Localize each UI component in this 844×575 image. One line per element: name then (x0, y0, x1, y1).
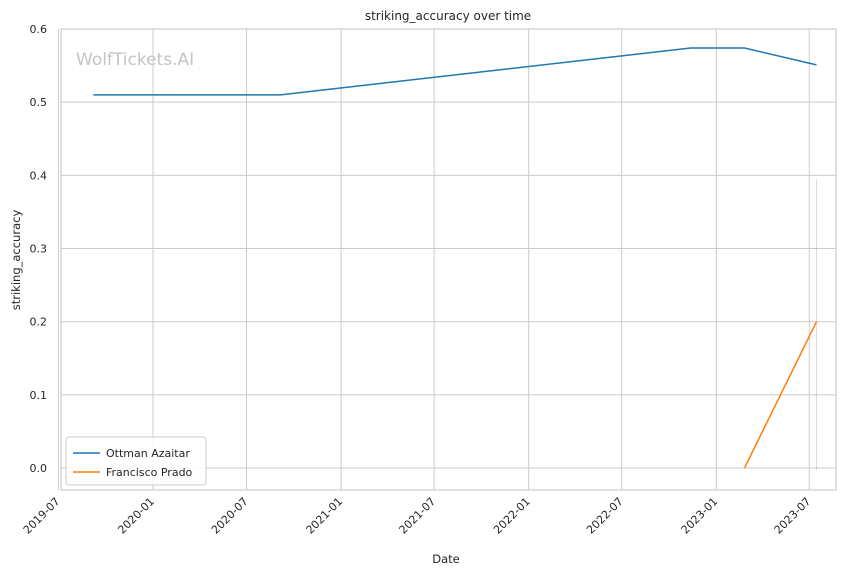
y-tick-label: 0.0 (30, 462, 48, 475)
plot-frame (60, 28, 837, 491)
legend-box (65, 436, 207, 486)
x-tick-label: 2023-07 (772, 495, 814, 537)
x-tick-label: 2020-01 (115, 495, 157, 537)
x-tick-label: 2021-01 (304, 495, 346, 537)
legend: Ottman Azaitar Francisco Prado (65, 436, 207, 486)
y-tick-label: 0.4 (30, 169, 48, 182)
legend-label-francisco-prado: Francisco Prado (106, 466, 193, 479)
x-tick-label: 2023-01 (679, 495, 721, 537)
y-axis-title: striking_accuracy (9, 210, 23, 311)
y-tick-label: 0.3 (30, 243, 48, 256)
y-axis-ticks: 0.0 0.1 0.2 0.3 0.4 0.5 0.6 (30, 23, 48, 475)
x-axis-title: Date (432, 552, 460, 566)
y-tick-label: 0.2 (30, 316, 48, 329)
legend-label-ottman-azaitar: Ottman Azaitar (106, 447, 190, 460)
x-tick-label: 2019-07 (21, 495, 63, 537)
watermark: WolfTickets.AI (76, 50, 194, 70)
x-tick-label: 2020-07 (209, 495, 251, 537)
x-axis-ticks: 2019-07 2020-01 2020-07 2021-01 2021-07 2022-… (21, 495, 814, 537)
y-tick-label: 0.6 (30, 23, 48, 36)
series-lines (93, 47, 818, 470)
chart-title: striking_accuracy over time (365, 9, 531, 23)
series-line-ottman-azaitar (93, 47, 817, 96)
x-tick-label: 2022-01 (491, 495, 533, 537)
y-tick-label: 0.1 (30, 389, 48, 402)
x-tick-label: 2022-07 (584, 495, 626, 537)
plot-area (61, 29, 836, 490)
y-tick-label: 0.5 (30, 96, 48, 109)
grid-lines (57, 28, 836, 490)
series-line-francisco-prado (743, 321, 818, 469)
x-tick-label: 2021-07 (397, 495, 439, 537)
